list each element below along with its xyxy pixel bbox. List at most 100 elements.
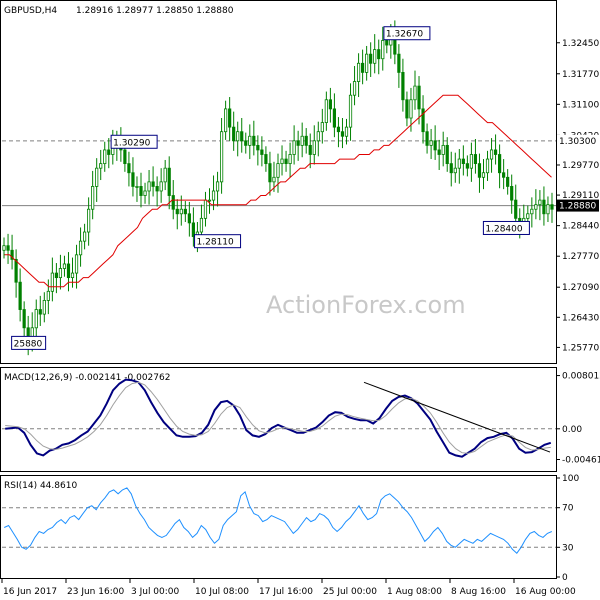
price-candle-body [433, 140, 437, 151]
price-candle-body [163, 167, 167, 183]
rsi-title: RSI(14) 44.8610 [4, 481, 77, 491]
price-candle-body [328, 99, 332, 110]
price-candle-body [215, 181, 220, 192]
price-labels: 1.32670 1.30290 1.28110 1.28400 25880 [11, 26, 530, 350]
price-candle-body [6, 245, 10, 251]
x-tick-label: 23 Jun 16:00 [67, 587, 124, 597]
price-candle-body [510, 186, 514, 201]
price-candle-body [373, 49, 377, 64]
price-candle-body [58, 268, 63, 279]
rsi-plot [2, 487, 556, 554]
price-candle-body [224, 108, 228, 133]
price-candle-body [441, 144, 445, 155]
price-candle-body [356, 62, 361, 82]
price-candle-body [304, 135, 308, 146]
price-annotation-label: 1.30290 [113, 138, 150, 148]
price-candle-body [70, 272, 75, 279]
price-candle-body [139, 186, 143, 196]
price-candle-body [248, 135, 252, 146]
price-candle-body [179, 208, 183, 215]
x-tick-label: 8 Aug 16:00 [451, 587, 506, 597]
rsi-panel [0, 475, 557, 579]
price-candle-body [312, 140, 316, 155]
price-candle-body [453, 167, 457, 174]
price-candle-body [42, 300, 46, 315]
price-candle-body [78, 240, 83, 256]
price-level-badge [557, 134, 599, 147]
price-candle-body [143, 190, 147, 196]
price-candle-body [417, 85, 421, 110]
price-candle-body [316, 131, 320, 142]
price-tick-label: 1.29770 [562, 161, 599, 171]
price-candle-body [91, 186, 95, 210]
price-candle-body [401, 72, 405, 101]
price-candle-body [284, 158, 288, 165]
price-candle-body [344, 126, 349, 137]
price-annotation-box [482, 220, 530, 235]
x-tick-label: 25 Jul 00:00 [323, 587, 377, 597]
price-candle-body [74, 254, 79, 274]
price-candle-body [127, 163, 131, 174]
price-candle-body [203, 199, 208, 219]
price-candle-body [352, 81, 357, 96]
price-annotation-label: 25880 [14, 339, 43, 349]
price-candle-body [288, 154, 292, 165]
price-candle-body [252, 135, 256, 146]
price-candle-body [131, 172, 135, 187]
rsi-tick-label: 70 [562, 504, 574, 514]
price-tick-label: 1.31100 [562, 100, 599, 110]
price-candle-body [207, 199, 212, 202]
price-candle-body [211, 190, 216, 201]
macd-title: MACD(12,26,9) -0.002141 -0.002762 [4, 373, 170, 383]
price-candle-body [377, 49, 381, 60]
price-axis: 1.324501.317701.311001.304201.297701.291… [556, 39, 599, 353]
price-candle-body [526, 213, 530, 219]
price-candle-body [498, 154, 502, 174]
price-candle-body [14, 258, 18, 283]
price-candle-body [397, 53, 401, 73]
price-level-label: 1.28880 [559, 202, 596, 212]
price-tick-label: 1.26430 [562, 313, 599, 323]
x-tick-label: 10 Jul 08:00 [195, 587, 249, 597]
price-candle-body [219, 131, 224, 183]
price-candle-body [324, 99, 328, 123]
price-candle-body [493, 149, 498, 155]
price-candle-body [264, 154, 268, 165]
price-candle-body [369, 53, 373, 64]
price-candle-body [276, 163, 280, 178]
price-candle-body [236, 131, 240, 142]
price-candle-body [361, 62, 365, 73]
price-candle-body [308, 144, 312, 155]
price-candle-body [457, 158, 461, 169]
price-candle-body [151, 181, 155, 187]
price-candle-body [82, 231, 87, 242]
price-candle-body [530, 208, 534, 215]
price-candle-body [46, 290, 50, 301]
price-candle-body [171, 195, 175, 210]
price-candle-body [292, 140, 296, 155]
price-candle-body [429, 140, 433, 146]
watermark: ActionForex.com [266, 291, 466, 319]
price-tick-label: 1.27090 [562, 283, 599, 293]
price-tick-label: 1.28440 [562, 222, 599, 232]
price-candle-body [469, 154, 474, 169]
price-candle-body [473, 154, 478, 165]
price-candle-body [348, 94, 353, 128]
price-candle-body [340, 131, 345, 137]
price-candle-body [280, 158, 284, 165]
price-annotation-box [110, 134, 158, 149]
price-grid [2, 140, 556, 207]
price-annotation-box [194, 234, 242, 249]
price-candle-body [409, 99, 413, 119]
price-candle-body [87, 208, 91, 233]
price-candle-body [260, 149, 264, 155]
price-candle-body [187, 213, 191, 224]
price-level-badge [557, 199, 599, 212]
price-candle-body [38, 309, 42, 315]
macd-signal-line [5, 381, 551, 454]
price-candle-body [506, 176, 510, 187]
price-candle-body [54, 272, 58, 279]
price-candle-body [103, 149, 107, 165]
price-candle-body [550, 204, 554, 210]
